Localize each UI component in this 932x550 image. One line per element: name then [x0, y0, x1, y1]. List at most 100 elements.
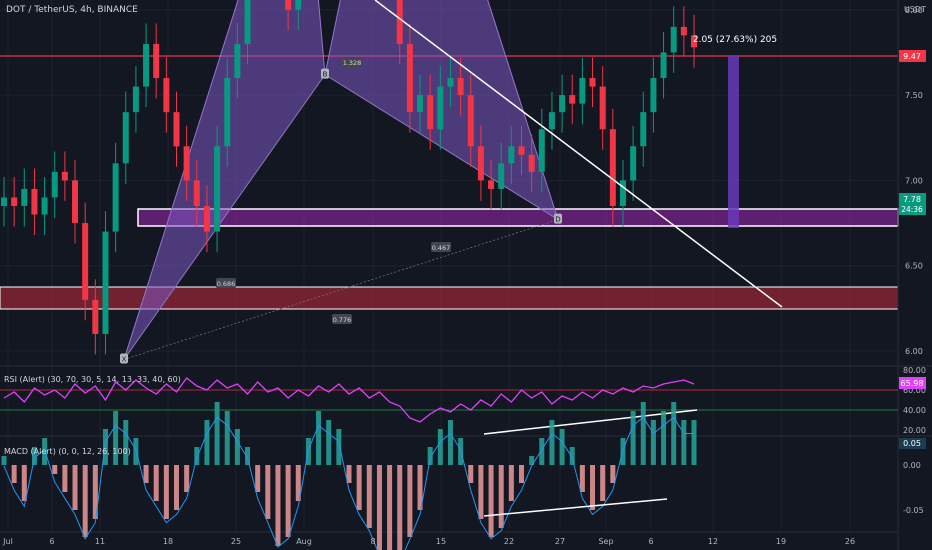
pattern-ratio-box [332, 314, 352, 324]
candle-body [498, 163, 505, 189]
time-tick-label: 11 [95, 537, 105, 546]
macd-histogram-bar [437, 429, 443, 465]
rsi-line [3, 377, 695, 423]
macd-histogram-bar [113, 411, 119, 465]
macd-histogram-bar [640, 402, 646, 465]
candle-body [447, 78, 454, 87]
rsi-value-label: 65.98 [901, 379, 924, 388]
macd-histogram-bar [336, 429, 342, 465]
candle-body [518, 146, 525, 155]
macd-histogram-bar [82, 465, 88, 537]
macd-histogram-bar [102, 429, 108, 465]
candle-body [619, 180, 626, 206]
macd-histogram-bar [387, 465, 393, 550]
price-tick-label: 8.00 [905, 6, 923, 15]
time-axis[interactable]: Jul 6 11 18 25 Aug 8 15 22 27 Sep 6 12 19 26 [2, 537, 855, 546]
macd-histogram-bar [153, 465, 159, 501]
candle-body [569, 95, 576, 104]
pattern-ratio-label: 1.328 [343, 59, 362, 67]
time-tick-label: 25 [231, 537, 241, 546]
price-tick-label: 6.00 [905, 347, 923, 356]
macd-histogram-bar [590, 465, 596, 510]
macd-histogram-bar [285, 465, 291, 537]
time-tick-label: 18 [163, 537, 173, 546]
candle-body [51, 171, 58, 198]
macd-histogram-bar [539, 438, 545, 465]
candle-body [132, 86, 139, 113]
pattern-ratio-box [342, 57, 362, 67]
candle-body [548, 112, 555, 130]
candle-body [538, 129, 545, 172]
rsi-tick-label: 80.00 [903, 366, 926, 375]
price-tick-label: 6.50 [905, 262, 923, 271]
macd-histogram-bar [275, 465, 281, 546]
candle-body [92, 299, 99, 334]
pattern-point-label: X [122, 356, 127, 364]
macd-histogram-bar [245, 447, 251, 465]
macd-histogram-bar [661, 411, 667, 465]
macd-histogram-bar [407, 465, 413, 537]
time-tick-label: 19 [776, 537, 786, 546]
candle-body [72, 180, 79, 224]
macd-histogram-bar [681, 420, 687, 465]
time-tick-label: Sep [598, 537, 613, 546]
macd-histogram-bar [184, 465, 190, 492]
macd-histogram-bar [123, 420, 129, 465]
macd-histogram-bar [691, 420, 697, 465]
candle-body [61, 171, 68, 181]
macd-histogram-bar [194, 447, 200, 465]
macd-histogram-bar [204, 420, 210, 465]
macd-histogram-bar [478, 465, 484, 519]
trendline[interactable] [374, 0, 783, 308]
macd-histogram-bar [529, 456, 535, 465]
candle-body [214, 146, 221, 232]
candle-body [467, 95, 474, 147]
pattern-ratio-box [216, 278, 236, 288]
macd-histogram-bar [488, 465, 494, 537]
resistance-price-tag [899, 50, 926, 62]
candle-body [31, 188, 38, 215]
pattern-point-marker [321, 68, 329, 79]
macd-histogram-bar [417, 465, 423, 510]
candle-body [21, 188, 28, 206]
candle-body [1, 197, 7, 206]
macd-histogram-bar [316, 411, 322, 465]
candle-body [579, 78, 586, 104]
time-tick-label: Jul [2, 537, 13, 546]
pattern-point-label: D [555, 216, 560, 224]
time-tick-label: Aug [296, 537, 312, 546]
macd-histogram-bar [163, 465, 169, 519]
currency-label: USDT [904, 5, 926, 14]
macd-histogram-bar [376, 465, 382, 550]
measure-bar[interactable] [728, 56, 739, 228]
support-zone[interactable] [0, 286, 899, 310]
candle-body [670, 26, 677, 53]
candle-body [640, 112, 647, 147]
macd-histogram-bar [52, 465, 58, 474]
resistance-price-label: 9.47 [903, 52, 921, 61]
candle-body [630, 146, 637, 181]
price-axis[interactable]: 9.008.508.007.507.006.506.00 [905, 0, 923, 356]
macd-histogram-bar [62, 465, 68, 492]
candle-body [102, 231, 109, 334]
macd-histogram-bar [508, 465, 514, 501]
resistance-zone[interactable] [137, 208, 899, 227]
macd-histogram-bar [519, 465, 524, 483]
macd-histogram-bar [255, 465, 261, 492]
candle-body [193, 180, 200, 206]
macd-histogram-bar [42, 438, 48, 465]
candle-body [589, 78, 596, 87]
candle-body [173, 112, 180, 147]
macd-panel: 0.00-0.05-0.10 [1, 402, 924, 550]
candle-body [437, 86, 444, 130]
candle-body [477, 146, 484, 181]
pattern-point-marker [120, 353, 128, 364]
candle-body [427, 95, 434, 130]
rsi-tick-label: 60.00 [903, 386, 926, 395]
macd-histogram-bar [265, 465, 271, 519]
macd-histogram-bar [600, 465, 606, 501]
candle-body [41, 197, 48, 215]
macd-histogram-bar [356, 465, 362, 510]
macd-histogram-bar [346, 465, 352, 483]
